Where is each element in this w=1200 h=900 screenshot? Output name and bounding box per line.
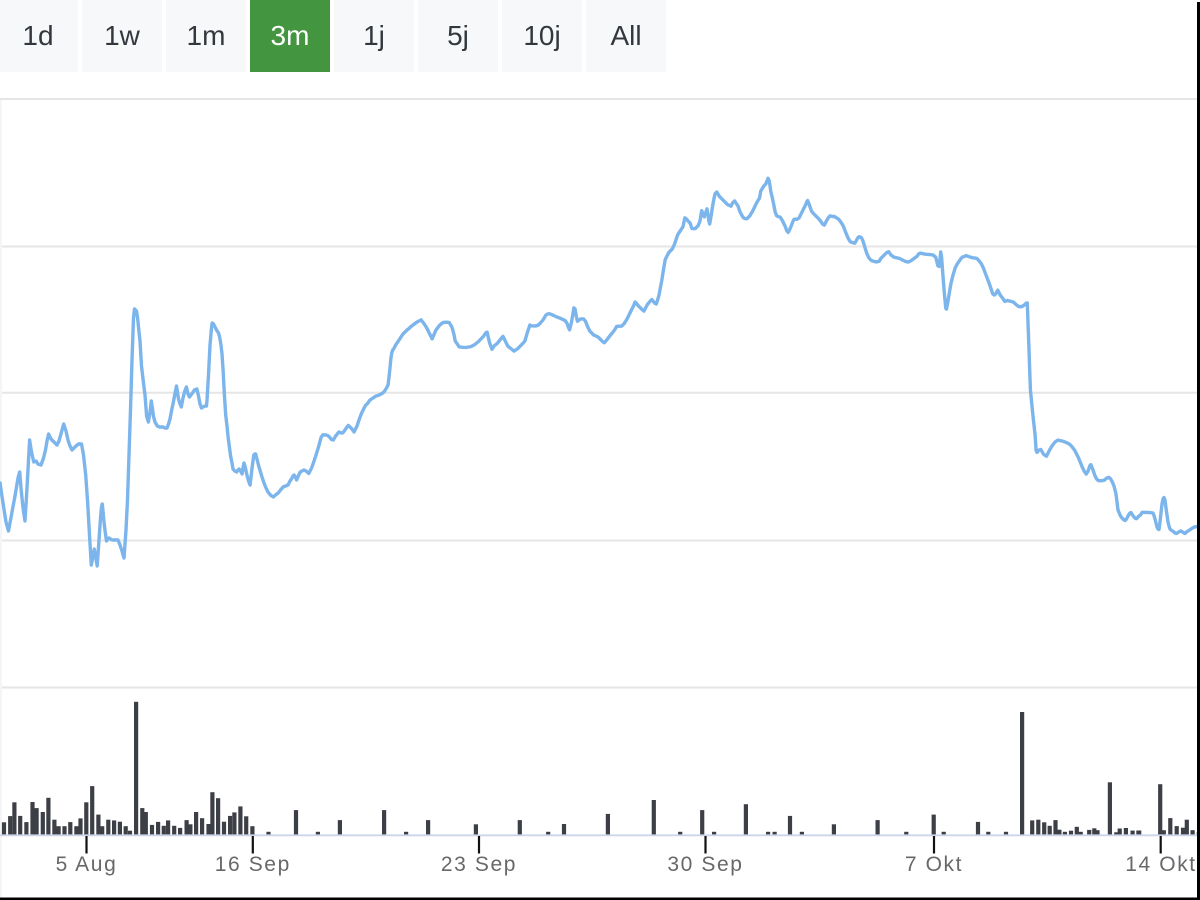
svg-text:30 Sep: 30 Sep [667, 853, 743, 876]
svg-text:14 Okt: 14 Okt [1125, 853, 1196, 876]
svg-text:7 Okt: 7 Okt [905, 853, 963, 876]
svg-text:23 Sep: 23 Sep [441, 853, 517, 876]
svg-text:16 Sep: 16 Sep [215, 853, 291, 876]
svg-text:5 Aug: 5 Aug [56, 853, 118, 876]
